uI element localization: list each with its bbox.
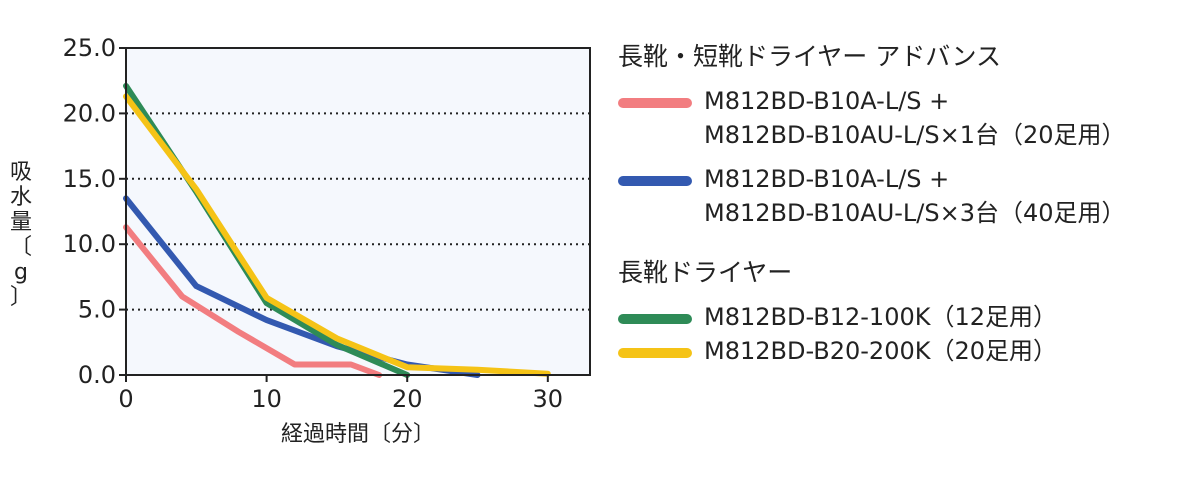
y-tick-label: 15.0 — [63, 165, 116, 193]
y-tick-label: 5.0 — [78, 296, 116, 324]
legend-swatch-series-1 — [618, 98, 692, 108]
legend: 長靴・短靴ドライヤー アドバンス M812BD-B10A-L/S + M812B… — [618, 40, 1193, 368]
x-tick-label: 20 — [392, 385, 423, 413]
y-tick-label: 10.0 — [63, 230, 116, 258]
x-tick-label: 10 — [251, 385, 282, 413]
y-axis-title-char: 水 — [9, 185, 32, 210]
legend-item-series-4: M812BD-B20-200K（20足用） — [618, 334, 1193, 368]
y-axis-title-char: 吸 — [9, 160, 32, 185]
y-tick-label: 0.0 — [78, 361, 116, 389]
legend-swatch-series-2 — [618, 176, 692, 186]
legend-group-title-boots: 長靴ドライヤー — [618, 258, 793, 287]
legend-swatch-series-4 — [618, 348, 692, 358]
series-line-4 — [123, 93, 551, 377]
x-tick-label: 0 — [118, 385, 133, 413]
y-axis-title-char: g — [14, 260, 28, 285]
legend-item-series-1: M812BD-B10A-L/S + M812BD-B10AU-L/S×1台（20… — [618, 84, 1193, 152]
y-axis-title-char: 量 — [9, 210, 32, 235]
legend-label-series-1: M812BD-B10A-L/S + M812BD-B10AU-L/S×1台（20… — [704, 87, 1126, 149]
legend-label-series-2: M812BD-B10A-L/S + M812BD-B10AU-L/S×3台（40… — [704, 165, 1126, 227]
legend-group-title-advance: 長靴・短靴ドライヤー アドバンス — [618, 42, 1001, 71]
legend-swatch-series-3 — [618, 314, 692, 324]
y-axis-title: 吸 水 量 〔 g 〕 — [6, 160, 36, 310]
y-tick-label: 25.0 — [63, 34, 116, 62]
y-axis-title-char: 〕 — [9, 285, 32, 310]
plot-area — [126, 48, 590, 375]
x-tick-label: 30 — [533, 385, 564, 413]
legend-item-series-2: M812BD-B10A-L/S + M812BD-B10AU-L/S×3台（40… — [618, 162, 1193, 230]
y-tick-label: 20.0 — [63, 99, 116, 127]
legend-label-series-4: M812BD-B20-200K（20足用） — [704, 337, 1058, 365]
series-line-1 — [123, 224, 383, 378]
x-axis-title: 経過時間〔分〕 — [281, 422, 435, 447]
plot-frame — [125, 47, 591, 376]
legend-label-series-3: M812BD-B12-100K（12足用） — [704, 303, 1058, 331]
legend-item-series-3: M812BD-B12-100K（12足用） — [618, 300, 1193, 334]
y-axis-title-char: 〔 — [9, 235, 32, 260]
